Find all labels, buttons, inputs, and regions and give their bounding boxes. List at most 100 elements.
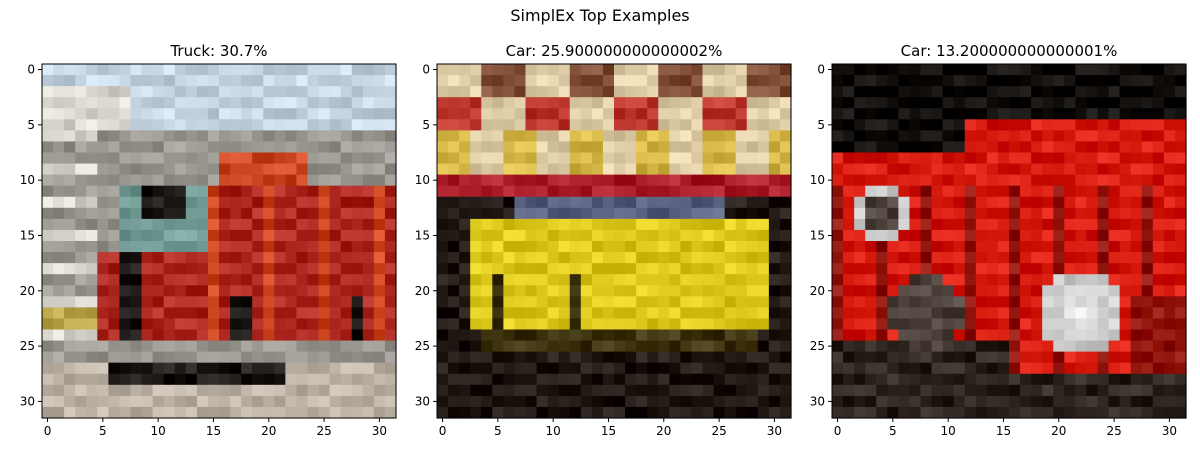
image-pixel <box>757 64 770 76</box>
image-pixel <box>185 329 198 342</box>
image-pixel <box>1141 75 1154 87</box>
image-pixel <box>340 141 353 154</box>
image-pixel <box>1053 296 1065 308</box>
image-pixel <box>909 218 922 231</box>
image-pixel <box>492 274 504 286</box>
image-pixel <box>525 141 538 154</box>
image-pixel <box>525 185 538 198</box>
image-pixel <box>163 196 176 209</box>
image-pixel <box>591 207 604 220</box>
image-pixel <box>964 97 977 109</box>
image-pixel <box>119 263 132 275</box>
image-pixel <box>1031 163 1043 176</box>
image-pixel <box>307 263 320 275</box>
image-pixel <box>86 108 98 120</box>
image-pixel <box>307 75 320 87</box>
image-pixel <box>514 252 527 264</box>
image-pixel <box>547 406 560 419</box>
image-pixel <box>691 229 704 242</box>
image-pixel <box>865 75 877 87</box>
image-pixel <box>185 373 198 386</box>
image-pixel <box>964 75 977 87</box>
image-pixel <box>580 108 593 120</box>
image-pixel <box>832 75 844 87</box>
image-pixel <box>591 351 604 364</box>
image-pixel <box>669 174 681 187</box>
image-pixel <box>1097 75 1110 87</box>
image-pixel <box>492 351 504 364</box>
image-pixel <box>953 351 966 364</box>
image-pixel <box>1031 373 1043 386</box>
image-pixel <box>602 64 615 76</box>
image-pixel <box>362 296 375 308</box>
image-pixel <box>558 274 571 286</box>
image-pixel <box>1009 241 1021 253</box>
image-pixel <box>196 318 209 331</box>
image-pixel <box>185 362 198 375</box>
image-pixel <box>329 263 342 275</box>
image-pixel <box>1020 252 1032 264</box>
image-pixel <box>757 340 770 353</box>
image-pixel <box>1053 97 1065 109</box>
image-pixel <box>470 373 482 386</box>
image-pixel <box>86 196 98 209</box>
image-pixel <box>207 141 220 154</box>
image-pixel <box>459 196 471 209</box>
image-pixel <box>757 108 770 120</box>
image-pixel <box>75 141 87 154</box>
image-pixel <box>448 218 460 231</box>
image-pixel <box>174 163 187 176</box>
image-pixel <box>86 285 98 297</box>
image-pixel <box>832 318 844 331</box>
image-pixel <box>909 97 922 109</box>
image-pixel <box>580 119 593 131</box>
image-pixel <box>307 241 320 253</box>
image-pixel <box>680 241 693 253</box>
image-pixel <box>580 141 593 154</box>
image-pixel <box>1163 119 1176 131</box>
image-pixel <box>986 340 999 353</box>
image-pixel <box>931 163 944 176</box>
image-pixel <box>196 97 209 109</box>
image-pixel <box>876 362 888 375</box>
image-pixel <box>680 86 693 98</box>
image-pixel <box>174 384 187 397</box>
image-pixel <box>1064 395 1076 408</box>
image-pixel <box>724 207 737 220</box>
image-pixel <box>909 185 922 198</box>
image-pixel <box>207 64 220 76</box>
image-pixel <box>459 263 471 275</box>
image-pixel <box>285 296 298 308</box>
image-pixel <box>163 141 176 154</box>
image-pixel <box>768 406 781 419</box>
image-pixel <box>669 229 681 242</box>
image-pixel <box>724 307 737 320</box>
image-pixel <box>437 163 449 176</box>
image-pixel <box>492 97 504 109</box>
image-pixel <box>329 406 342 419</box>
image-pixel <box>964 152 977 165</box>
image-pixel <box>141 340 154 353</box>
image-pixel <box>964 263 977 275</box>
image-pixel <box>536 207 549 220</box>
image-pixel <box>362 218 375 231</box>
image-pixel <box>448 241 460 253</box>
image-pixel <box>152 351 165 364</box>
image-pixel <box>86 229 98 242</box>
image-pixel <box>514 86 527 98</box>
image-pixel <box>514 163 527 176</box>
image-pixel <box>1042 263 1054 275</box>
image-pixel <box>230 285 242 297</box>
image-pixel <box>1009 307 1021 320</box>
image-pixel <box>865 263 877 275</box>
image-pixel <box>931 384 944 397</box>
image-pixel <box>1141 252 1154 264</box>
image-pixel <box>1174 218 1187 231</box>
image-pixel <box>219 119 231 131</box>
image-pixel <box>86 263 98 275</box>
image-pixel <box>1086 86 1099 98</box>
image-pixel <box>1174 285 1187 297</box>
image-pixel <box>909 362 922 375</box>
image-pixel <box>757 395 770 408</box>
image-pixel <box>351 108 364 120</box>
